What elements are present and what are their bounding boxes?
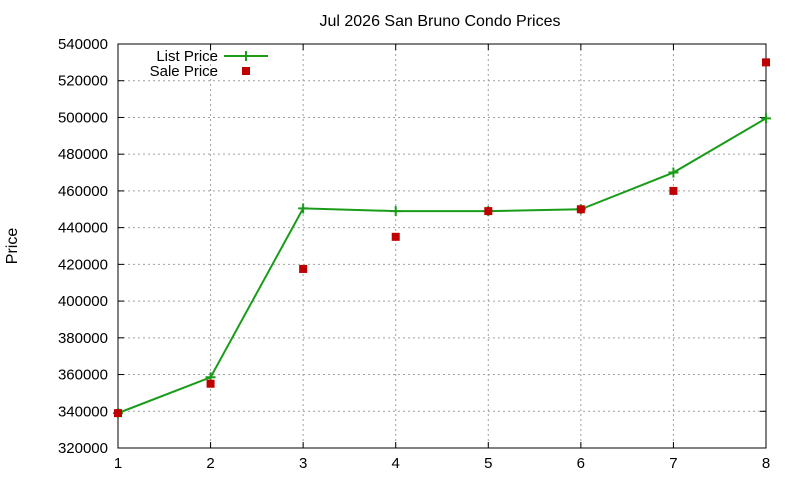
y-tick-label: 380000 — [58, 330, 108, 347]
y-tick-label: 460000 — [58, 183, 108, 200]
x-tick-label: 5 — [484, 455, 492, 472]
sale-price-point — [299, 264, 308, 273]
x-tick-label: 1 — [114, 455, 122, 472]
x-tick-label: 7 — [669, 455, 677, 472]
y-tick-label: 520000 — [58, 73, 108, 90]
list-price-point — [298, 203, 309, 214]
y-tick-label: 540000 — [58, 36, 108, 53]
x-tick-label: 8 — [762, 455, 770, 472]
list-price-point — [390, 206, 401, 217]
y-tick-label: 480000 — [58, 146, 108, 163]
sale-price-point — [114, 409, 122, 418]
legend-swatch-marker — [241, 51, 251, 61]
y-tick-label: 320000 — [58, 440, 108, 457]
sale-price-point — [484, 207, 493, 216]
legend-label: List Price — [156, 48, 218, 65]
x-tick-label: 6 — [577, 455, 585, 472]
sale-price-point — [669, 186, 678, 195]
x-tick-label: 3 — [299, 455, 307, 472]
sale-price-point — [576, 205, 585, 214]
y-axis-label: Price — [4, 228, 21, 265]
sale-price-point — [206, 379, 215, 388]
y-tick-label: 360000 — [58, 367, 108, 384]
chart-title: Jul 2026 San Bruno Condo Prices — [319, 13, 560, 30]
sale-price-point — [391, 232, 400, 241]
legend-label: Sale Price — [150, 63, 218, 80]
list-price-point — [761, 113, 771, 124]
gridlines — [118, 44, 766, 448]
y-tick-label: 420000 — [58, 256, 108, 273]
legend-swatch-marker — [242, 67, 250, 75]
list-price-point — [668, 167, 679, 178]
axes: 1 2 3 4 5 6 7 8 320000 340000 360000 380000 400000 42… — [58, 36, 770, 472]
x-tick-label: 4 — [392, 455, 400, 472]
y-tick-label: 440000 — [58, 220, 108, 237]
y-tick-label: 340000 — [58, 403, 108, 420]
series-area — [113, 58, 771, 419]
sale-price-point — [762, 58, 770, 67]
y-tick-label: 500000 — [58, 109, 108, 126]
plot-border — [117, 43, 767, 449]
series-line-list-price — [117, 117, 767, 415]
x-tick-label: 2 — [206, 455, 214, 472]
y-tick-label: 400000 — [58, 293, 108, 310]
